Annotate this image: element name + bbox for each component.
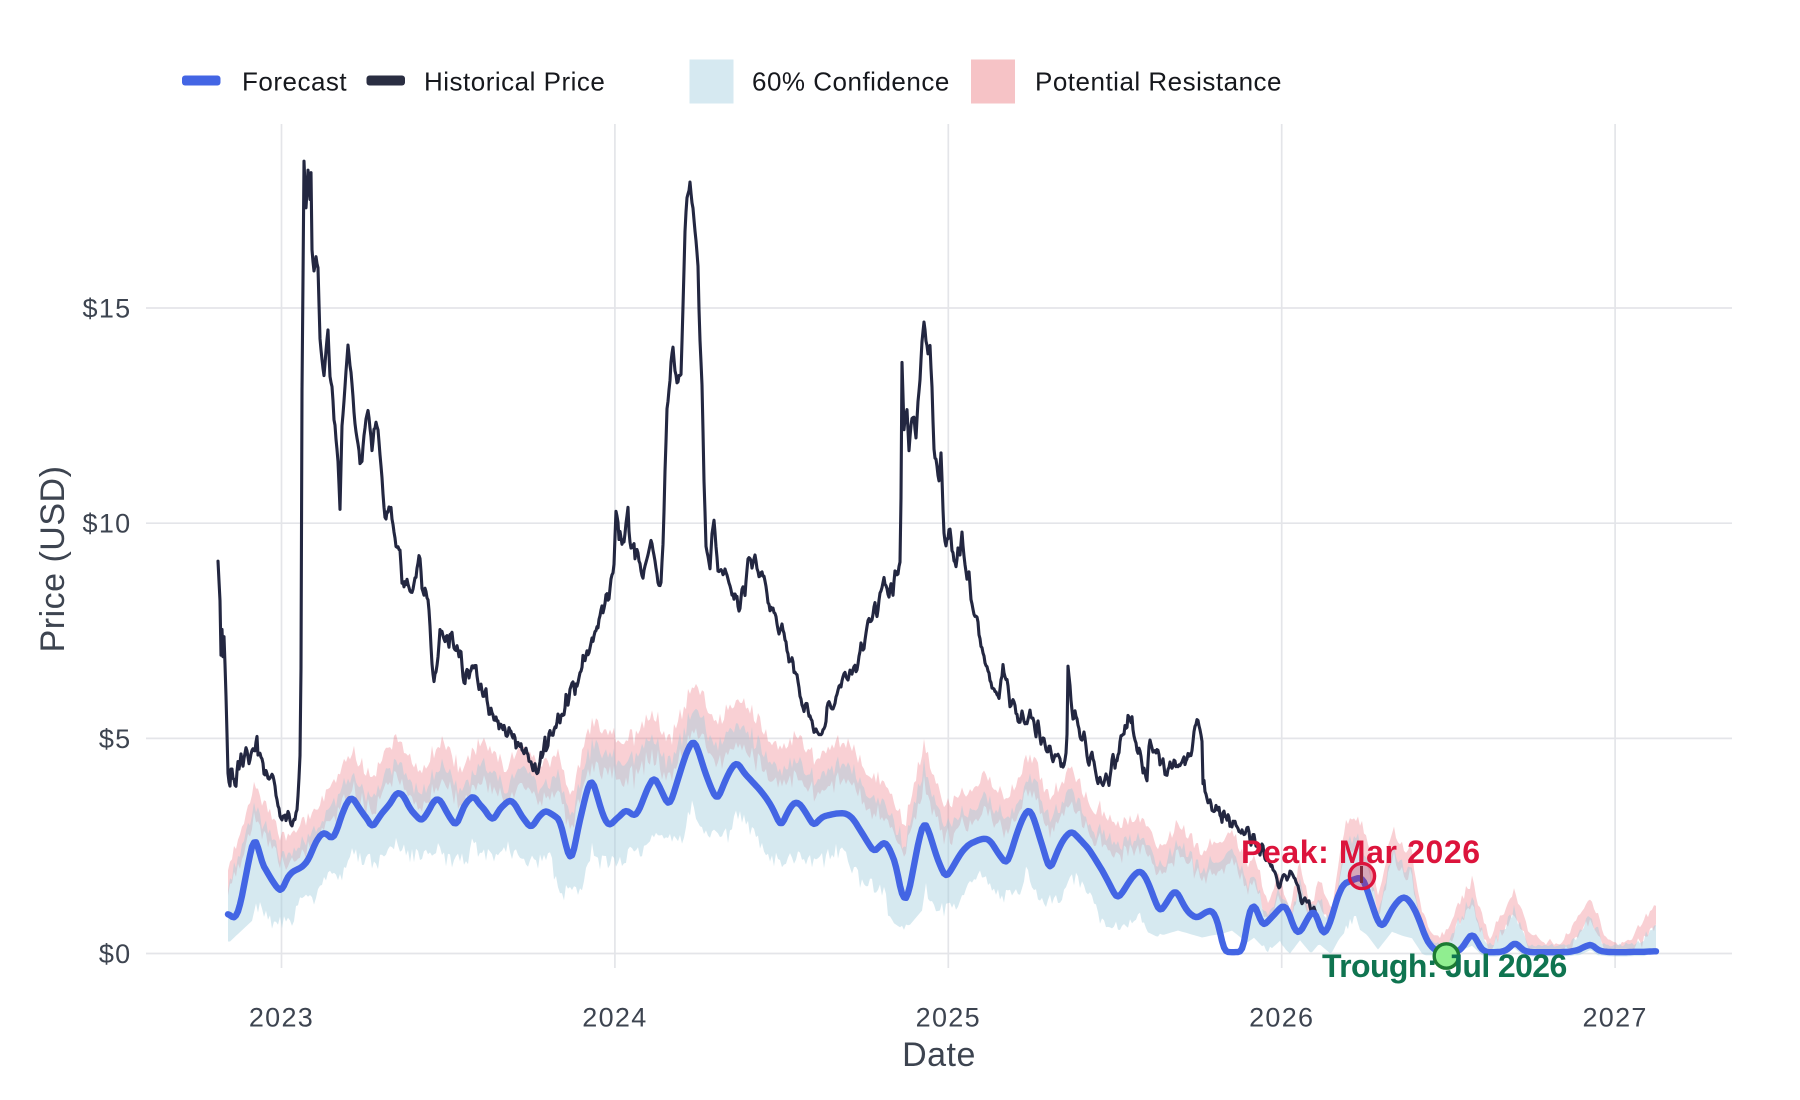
svg-text:2023: 2023 bbox=[249, 1003, 314, 1033]
svg-text:60% Confidence: 60% Confidence bbox=[752, 67, 950, 97]
svg-text:2025: 2025 bbox=[916, 1003, 981, 1033]
svg-text:$0: $0 bbox=[99, 939, 132, 969]
svg-text:Historical Price: Historical Price bbox=[424, 67, 605, 97]
svg-text:Forecast: Forecast bbox=[242, 67, 347, 97]
svg-text:Peak: Mar 2026: Peak: Mar 2026 bbox=[1241, 834, 1481, 870]
svg-text:2027: 2027 bbox=[1582, 1003, 1647, 1033]
svg-text:$15: $15 bbox=[83, 294, 132, 324]
svg-text:2024: 2024 bbox=[582, 1003, 647, 1033]
svg-text:$5: $5 bbox=[99, 724, 132, 754]
svg-text:Price (USD): Price (USD) bbox=[34, 466, 72, 653]
svg-text:Trough: Jul 2026: Trough: Jul 2026 bbox=[1322, 948, 1567, 984]
svg-text:$10: $10 bbox=[83, 509, 132, 539]
svg-text:Date: Date bbox=[902, 1036, 976, 1074]
svg-text:Potential Resistance: Potential Resistance bbox=[1035, 67, 1282, 97]
svg-text:2026: 2026 bbox=[1249, 1003, 1314, 1033]
